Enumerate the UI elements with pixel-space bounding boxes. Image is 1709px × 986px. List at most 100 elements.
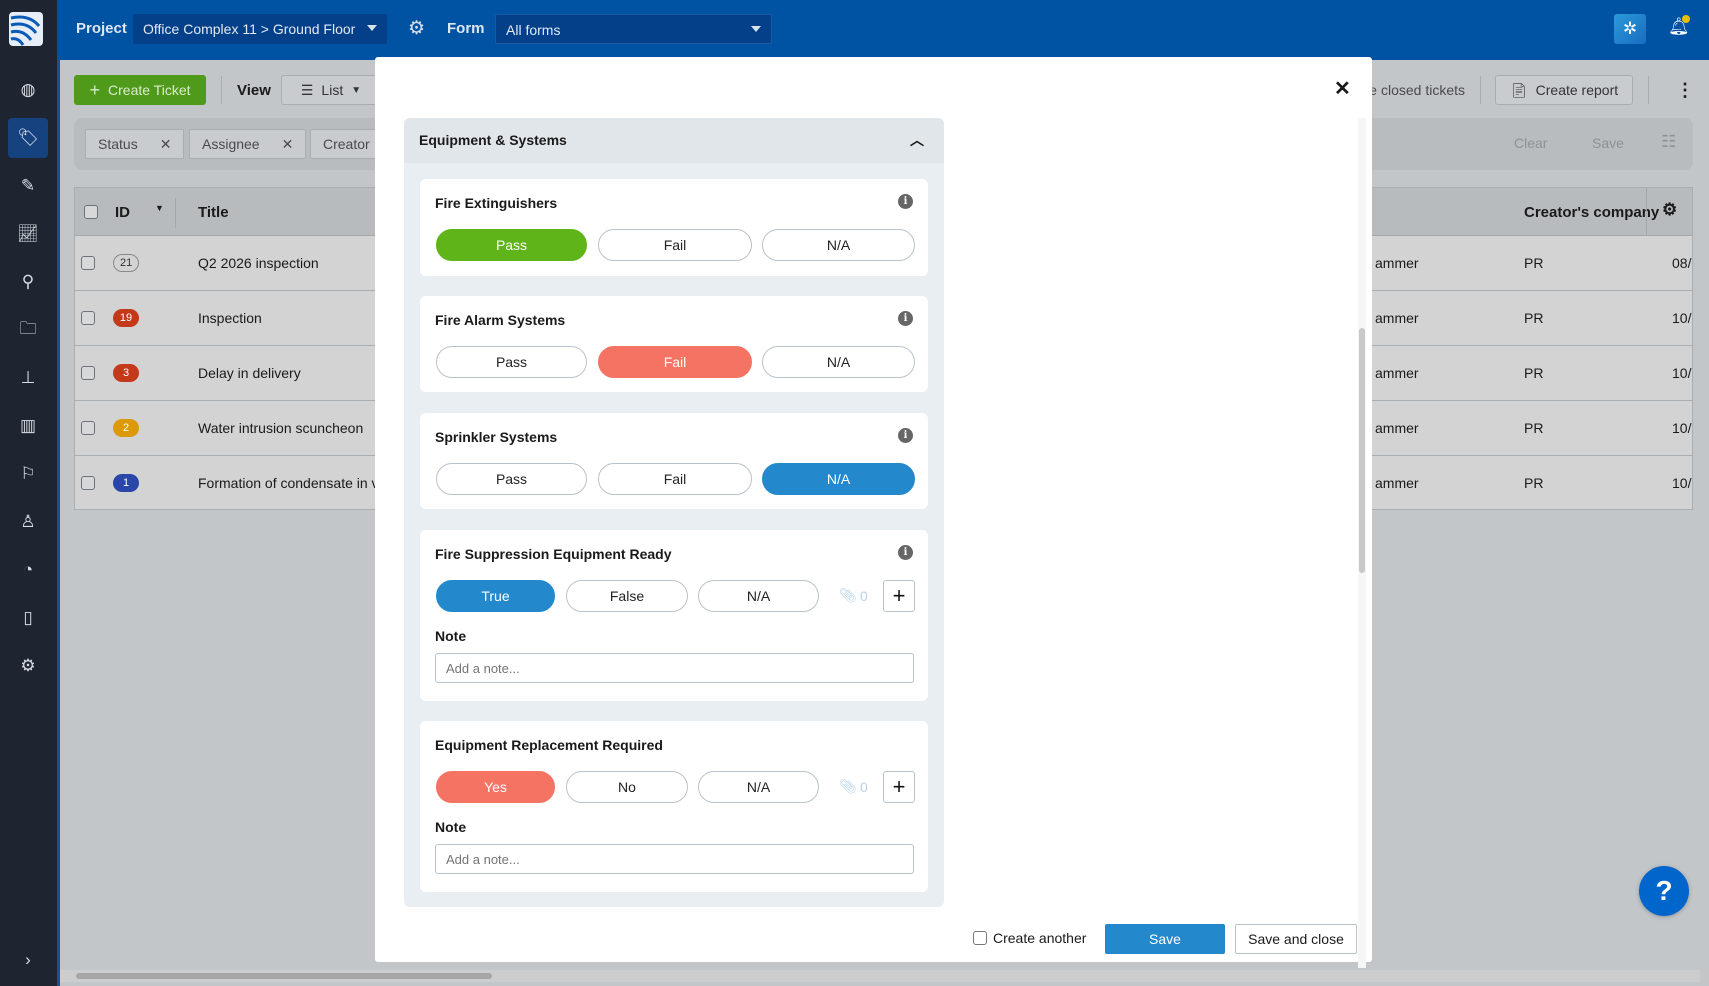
create-another-checkbox[interactable] — [973, 931, 987, 945]
ticket-title[interactable]: Formation of condensate in v — [198, 475, 379, 491]
option-na[interactable]: N/A — [698, 771, 819, 803]
form-label: Form — [447, 20, 485, 37]
filter-chip-label: Status — [98, 136, 138, 152]
filter-chip-assignee[interactable]: Assignee ✕ — [189, 129, 307, 159]
clipboard-icon[interactable]: ▯ — [23, 608, 33, 627]
tickets-tag-icon[interactable]: 🏷 — [8, 118, 48, 158]
column-header-id[interactable]: ID — [115, 204, 130, 221]
forms-edit-icon[interactable]: ✎ — [20, 176, 36, 195]
user-icon[interactable]: ♙ — [20, 512, 36, 531]
remove-filter-icon[interactable]: ✕ — [281, 135, 294, 152]
note-input[interactable] — [435, 844, 914, 874]
ticket-title[interactable]: Inspection — [198, 310, 262, 326]
note-input[interactable] — [435, 653, 914, 683]
filter-chip-status[interactable]: Status ✕ — [85, 129, 185, 159]
info-icon[interactable]: i — [898, 311, 913, 326]
collapse-chevron-up-icon[interactable]: ︿ — [910, 132, 924, 148]
modal-scrollbar-thumb[interactable] — [1359, 328, 1365, 573]
plus-icon: + — [89, 79, 101, 100]
horizontal-scrollbar[interactable] — [60, 970, 1700, 982]
add-attachment-button[interactable]: + — [883, 771, 915, 803]
option-na[interactable]: N/A — [762, 346, 915, 378]
option-no[interactable]: No — [566, 771, 688, 803]
app-logo[interactable] — [9, 12, 43, 46]
item-title: Fire Suppression Equipment Ready — [435, 546, 672, 562]
filter-settings-sliders-icon[interactable]: ☷ — [1661, 132, 1677, 151]
note-label: Note — [435, 628, 467, 644]
create-report-button[interactable]: 📄︎ Create report — [1495, 75, 1633, 105]
item-title: Sprinkler Systems — [435, 429, 558, 445]
scrollbar-thumb[interactable] — [76, 973, 492, 979]
ticket-date: 10/ — [1672, 310, 1692, 326]
info-icon[interactable]: i — [898, 194, 913, 209]
add-attachment-button[interactable]: + — [883, 580, 915, 612]
info-icon[interactable]: i — [898, 545, 913, 560]
checklist-item-equipment-replacement: Equipment Replacement Required Yes No N/… — [420, 721, 928, 892]
help-button[interactable]: ? — [1639, 866, 1689, 916]
create-another-label[interactable]: Create another — [993, 930, 1087, 946]
buildings-icon[interactable]: ▥ — [19, 416, 37, 435]
option-pass[interactable]: Pass — [436, 346, 587, 378]
ticket-creator: ammer — [1375, 475, 1419, 491]
option-yes[interactable]: Yes — [436, 771, 555, 803]
option-na[interactable]: N/A — [698, 580, 819, 612]
project-settings-gear-icon[interactable]: ⚙ — [408, 18, 426, 39]
option-fail[interactable]: Fail — [598, 463, 752, 495]
column-header-title[interactable]: Title — [198, 204, 229, 221]
sort-caret-icon[interactable]: ▼ — [155, 203, 164, 213]
column-header-creators-company[interactable]: Creator's company — [1524, 204, 1660, 221]
toolbar-divider — [1648, 76, 1649, 104]
row-checkbox[interactable] — [81, 476, 95, 490]
show-closed-tickets-toggle-label[interactable]: e closed tickets — [1369, 82, 1465, 98]
close-modal-icon[interactable]: ✕ — [1334, 78, 1351, 100]
attachment-count: 0 — [860, 779, 868, 795]
modal-scrollbar[interactable] — [1358, 118, 1366, 968]
stamp-icon[interactable]: ⊥ — [20, 368, 36, 387]
row-checkbox[interactable] — [81, 421, 95, 435]
project-dropdown[interactable]: Office Complex 11 > Ground Floor — [133, 14, 387, 44]
option-pass[interactable]: Pass — [436, 463, 587, 495]
ticket-date: 10/ — [1672, 365, 1692, 381]
row-checkbox[interactable] — [81, 366, 95, 380]
row-checkbox[interactable] — [81, 256, 95, 270]
paperclip-icon[interactable]: 📎︎ — [839, 587, 857, 603]
settings-gears-icon[interactable]: ⚙ — [20, 656, 36, 675]
save-filters-button[interactable]: Save — [1592, 135, 1624, 151]
option-na[interactable]: N/A — [762, 229, 915, 261]
pie-chart-icon[interactable]: ◔ — [22, 560, 34, 579]
option-fail[interactable]: Fail — [598, 229, 752, 261]
chart-icon[interactable]: 📈︎ — [17, 224, 39, 243]
save-button[interactable]: Save — [1105, 924, 1225, 954]
flag-icon[interactable]: ⚐ — [20, 464, 36, 483]
clear-filters-button[interactable]: Clear — [1514, 135, 1548, 151]
remove-filter-icon[interactable]: ✕ — [159, 135, 172, 152]
section-header[interactable]: Equipment & Systems ︿ — [404, 118, 944, 163]
table-row[interactable]: 1 Formation of condensate in v ammer PR … — [75, 456, 1692, 511]
option-na[interactable]: N/A — [762, 463, 915, 495]
info-icon[interactable]: i — [898, 428, 913, 443]
option-pass[interactable]: Pass — [436, 229, 587, 261]
option-false[interactable]: False — [566, 580, 688, 612]
select-all-checkbox[interactable] — [84, 205, 98, 219]
ticket-title[interactable]: Water intrusion scuncheon — [198, 420, 364, 436]
more-options-icon[interactable]: ⋮ — [1676, 80, 1694, 100]
expand-chevron-icon[interactable]: › — [25, 950, 31, 969]
ticket-title[interactable]: Delay in delivery — [198, 365, 301, 381]
dashboard-icon[interactable]: ◍ — [20, 80, 36, 99]
row-checkbox[interactable] — [81, 311, 95, 325]
create-ticket-button[interactable]: + Create Ticket — [74, 75, 206, 105]
ticket-date: 10/ — [1672, 420, 1692, 436]
column-settings-gear-icon[interactable]: ⚙ — [1662, 200, 1678, 219]
view-list-dropdown[interactable]: ☰ List ▼ — [281, 75, 381, 105]
option-true[interactable]: True — [436, 580, 555, 612]
project-label: Project — [76, 20, 127, 37]
ticket-title[interactable]: Q2 2026 inspection — [198, 255, 319, 271]
paperclip-icon[interactable]: 📎︎ — [839, 778, 857, 794]
location-pin-icon[interactable]: ⚲ — [21, 272, 35, 291]
ticket-company: PR — [1524, 255, 1544, 271]
form-dropdown[interactable]: All forms — [495, 14, 772, 44]
folder-icon[interactable]: 🗀 — [19, 318, 37, 338]
option-fail[interactable]: Fail — [598, 346, 752, 378]
integration-app-icon[interactable]: ✲ — [1614, 14, 1646, 44]
save-and-close-button[interactable]: Save and close — [1235, 924, 1357, 954]
